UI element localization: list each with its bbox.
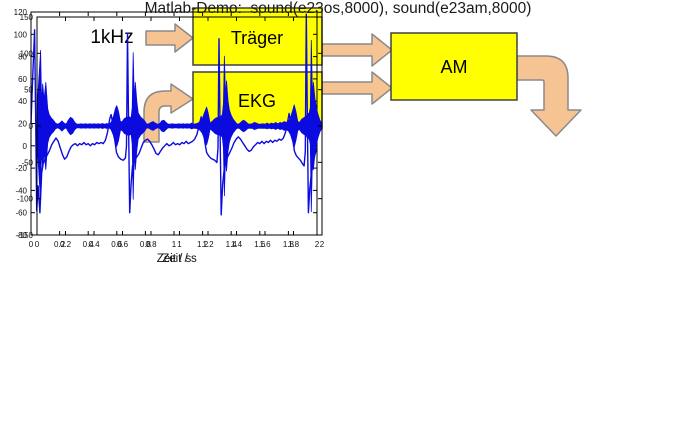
y-tick-label: -150 <box>17 231 34 240</box>
x-axis-label: Zeit / s <box>157 253 192 265</box>
x-tick-label: 0.2 <box>60 240 72 249</box>
y-tick-label: -60 <box>15 209 27 218</box>
x-tick-label: 2 <box>315 240 320 249</box>
x-tick-label: 0 <box>29 240 34 249</box>
x-tick-label: 1.8 <box>288 240 300 249</box>
block-am-box <box>390 32 518 101</box>
signal-trace <box>30 13 318 216</box>
am-signal-chart: 0 0.2 0.4 0.6 0.8 1 1.2 1.4 1.6 1.8 2 -150 -100 -50 0 5… <box>17 13 325 265</box>
x-tick-label: 1.6 <box>259 240 271 249</box>
x-tick-label: 1.6 <box>254 240 266 249</box>
x-tick-label: 1.2 <box>197 240 209 249</box>
y-tick-label: 20 <box>18 120 27 129</box>
x-tick-label: 0.8 <box>140 240 152 249</box>
y-tick-label: 60 <box>18 75 27 84</box>
x-tick-label: 0.2 <box>54 240 66 249</box>
x-tick-label: 1 <box>177 240 182 249</box>
x-tick-label: 1 <box>172 240 177 249</box>
caption: Matlab-Demo: sound(e23os,8000), sound(e2… <box>144 0 532 17</box>
arrow-ekg-to-am-icon <box>321 71 393 105</box>
block-am: AM <box>390 32 518 101</box>
y-tick-label: 0 <box>29 122 34 131</box>
block-traeger-label: Träger <box>231 28 283 48</box>
x-tick-label: 0.6 <box>111 240 123 249</box>
input-label-1khz: 1kHz <box>90 27 133 48</box>
block-ekg-label: EKG <box>238 91 276 111</box>
x-axis-label: Zeit / s <box>162 253 197 265</box>
y-tick-label: -80 <box>15 231 27 240</box>
y-tick-label: 150 <box>20 13 34 22</box>
y-tick-label: 120 <box>14 8 28 17</box>
y-tick-label: 80 <box>18 53 27 62</box>
x-tick-label: 1.2 <box>202 240 214 249</box>
x-tick-label: 2 <box>320 240 325 249</box>
x-tick-label: 0.6 <box>117 240 129 249</box>
x-tick-label: 0 <box>35 240 40 249</box>
arrow-1khz-to-traeger-icon <box>145 23 194 53</box>
x-tick-label: 1.8 <box>283 240 295 249</box>
y-tick-label: 100 <box>20 49 34 58</box>
arrow-traeger-to-am-icon <box>321 33 393 67</box>
x-tick-label: 1.4 <box>226 240 238 249</box>
x-tick-label: 0.4 <box>88 240 100 249</box>
arrow-am-output-down-icon <box>516 55 582 137</box>
y-tick-label: -40 <box>15 186 27 195</box>
y-tick-label: 50 <box>24 86 33 95</box>
y-tick-label: -50 <box>21 158 33 167</box>
y-tick-label: -100 <box>17 195 34 204</box>
x-tick-label: 0.8 <box>145 240 157 249</box>
x-tick-label: 0.4 <box>83 240 95 249</box>
y-tick-label: 100 <box>14 30 28 39</box>
y-tick-label: 0 <box>23 142 28 151</box>
block-am-label: AM <box>441 57 468 77</box>
y-tick-label: -20 <box>15 164 27 173</box>
signal-trace <box>36 39 323 213</box>
x-tick-label: 1.4 <box>231 240 243 249</box>
y-tick-label: 40 <box>18 97 27 106</box>
